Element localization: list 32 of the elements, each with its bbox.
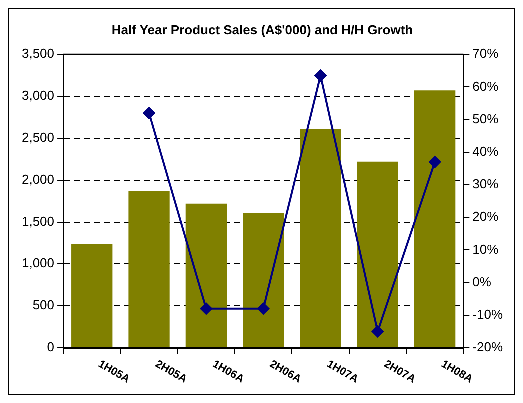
bar	[300, 129, 342, 348]
y2-tick-label: 50%	[472, 111, 500, 126]
y-tick-label: 1,000	[22, 256, 55, 271]
point	[372, 326, 384, 338]
point	[200, 302, 212, 315]
point	[143, 107, 156, 120]
bar	[72, 244, 113, 348]
bar	[357, 162, 398, 348]
y2-tick-label: 0%	[472, 274, 492, 290]
y-tick-label: 2,500	[22, 130, 55, 146]
y2-tick-label: 40%	[472, 144, 500, 159]
y-tick-label: 3,000	[22, 88, 55, 104]
point	[258, 302, 270, 315]
y-tick-label: 1,500	[22, 214, 55, 229]
bar	[186, 204, 228, 348]
y2-tick-label: 30%	[472, 176, 500, 192]
point	[429, 156, 442, 168]
y-tick-label: 2,000	[22, 172, 55, 187]
y-tick-label: 3,500	[22, 46, 55, 62]
y2-tick-label: 10%	[472, 242, 500, 257]
bar	[414, 90, 456, 348]
bar	[243, 213, 284, 348]
point	[314, 70, 327, 82]
y2-tick-label: -10%	[472, 306, 504, 322]
y2-tick-label: 60%	[472, 78, 500, 94]
bar	[128, 191, 170, 348]
y2-tick-label: -20%	[472, 340, 504, 355]
chart-title: Half Year Product Sales (A$'000) and H/H Growth	[112, 22, 414, 38]
y-tick-label: 0	[47, 340, 55, 355]
y2-tick-label: 20%	[472, 209, 500, 224]
y2-tick-label: 70%	[472, 46, 500, 62]
y-tick-label: 500	[32, 298, 55, 313]
